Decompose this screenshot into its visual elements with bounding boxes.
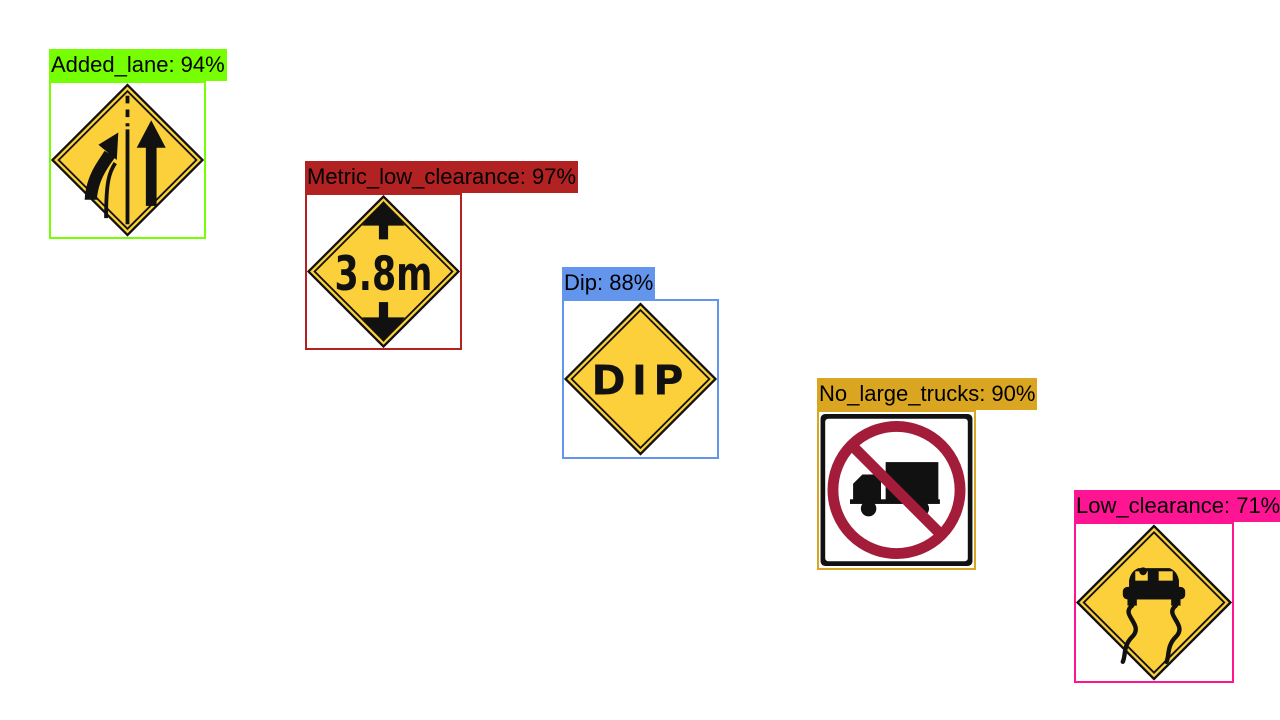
bounding-box [1074, 522, 1234, 683]
slippery-road-sign-icon [1076, 524, 1232, 681]
bounding-box [817, 410, 976, 570]
detection-metric-low-clearance: Metric_low_clearance: 97% 3.8m [305, 161, 579, 350]
bounding-box [305, 193, 462, 350]
detection-label: Metric_low_clearance: 97% [305, 161, 579, 193]
detection-label: Dip: 88% [562, 267, 656, 299]
detection-label: Added_lane: 94% [49, 49, 227, 81]
dip-sign-icon: DIP [564, 302, 717, 456]
detection-low-clearance: Low_clearance: 71% [1074, 490, 1280, 683]
no-large-trucks-sign-icon [820, 414, 973, 566]
detection-label: No_large_trucks: 90% [817, 378, 1038, 410]
sign-text: 3.8m [335, 247, 433, 302]
detection-added-lane: Added_lane: 94% [49, 49, 227, 239]
detection-label: Low_clearance: 71% [1074, 490, 1280, 522]
sign-text: DIP [591, 356, 689, 404]
bounding-box [562, 299, 719, 459]
detection-no-large-trucks: No_large_trucks: 90% [817, 378, 1038, 570]
added-lane-sign-icon [51, 83, 204, 237]
bounding-box [49, 81, 206, 239]
metric-low-clearance-sign-icon: 3.8m [307, 195, 460, 348]
detection-dip: Dip: 88% DIP [562, 267, 719, 459]
